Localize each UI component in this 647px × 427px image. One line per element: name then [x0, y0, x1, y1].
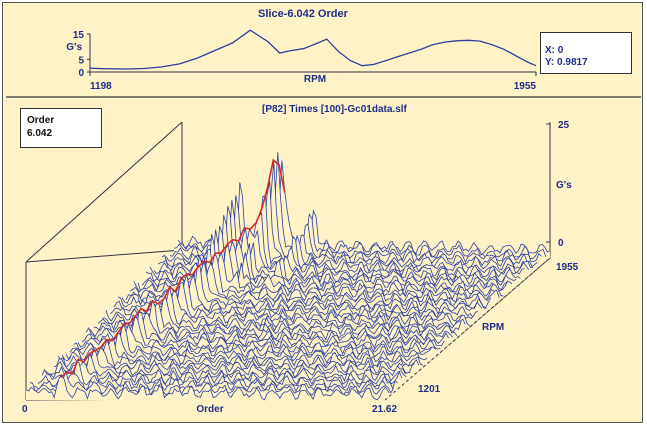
slice-y-tick-label: 0 — [78, 68, 84, 79]
rpm-tick-label: 1201 — [418, 384, 441, 395]
order-box-label: Order — [27, 115, 55, 126]
waterfall-trace-fill — [26, 375, 385, 402]
rpm-axis-label: RPM — [482, 322, 504, 333]
order-tick-label: 0 — [22, 404, 28, 415]
order-tick-label: 21.62 — [372, 404, 397, 415]
waterfall-trace-fill — [70, 324, 432, 362]
waterfall-trace — [73, 323, 437, 356]
waterfall-trace — [173, 161, 542, 264]
slice-y-axis-label: G's — [66, 42, 82, 53]
z-axis-label: G's — [556, 180, 572, 191]
slice-plot-title: Slice-6.042 Order — [258, 8, 348, 20]
waterfall-trace — [69, 323, 432, 360]
waterfall-trace — [161, 212, 530, 274]
rpm-axis — [384, 257, 551, 401]
waterfall-trace — [53, 347, 415, 375]
readout-x: X: 0 — [545, 45, 564, 56]
waterfall-trace — [89, 300, 454, 342]
waterfall-trace-fill — [130, 262, 495, 306]
waterfall-trace — [145, 239, 513, 291]
waterfall-trace — [181, 160, 551, 256]
readout-y: Y: 0.9817 — [545, 57, 588, 68]
waterfall-trace — [165, 195, 534, 271]
waterfall-trace — [57, 338, 420, 370]
slice-series-line — [89, 29, 537, 70]
waterfall-trace-fill — [126, 261, 491, 310]
slice-y-tick-label: 5 — [78, 55, 84, 66]
order-box: Order 6.042 — [20, 108, 102, 148]
waterfall-title: [P82] Times [100]-Gc01data.slf — [262, 104, 407, 115]
slice-x-axis-label: RPM — [304, 74, 326, 85]
side-wall-top-edge — [25, 121, 183, 263]
slice-y-tick-label: 15 — [73, 30, 85, 41]
waterfall-trace-fill — [46, 353, 407, 384]
waterfall-trace — [29, 370, 390, 397]
waterfall-trace-fill — [90, 301, 453, 343]
slice-x-tick-label: 1198 — [90, 81, 112, 92]
z-tick-label: 0 — [558, 238, 564, 249]
waterfall-trace — [149, 239, 517, 286]
waterfall-trace — [49, 347, 411, 378]
waterfall-trace — [65, 332, 428, 365]
waterfall-trace — [177, 152, 547, 260]
waterfall-trace-fill — [138, 252, 504, 299]
highlight-order-trace — [60, 158, 286, 379]
rpm-tick-label: 1955 — [556, 262, 579, 273]
order-box-value: 6.042 — [27, 128, 53, 139]
waterfall-trace-fill — [42, 361, 402, 388]
waterfall-trace — [85, 313, 449, 345]
waterfall-trace — [37, 361, 398, 390]
waterfall-trace-fill — [98, 295, 462, 336]
z-tick-label: 25 — [558, 120, 570, 131]
waterfall-trace — [25, 375, 386, 401]
order-axis-label: Order — [196, 404, 223, 415]
waterfall-trace — [81, 311, 445, 349]
waterfall-trace — [77, 316, 441, 353]
waterfall-trace — [45, 352, 407, 382]
slice-x-tick-label: 1955 — [514, 81, 537, 92]
waterfall-trace-fill — [74, 324, 436, 358]
waterfall-trace — [41, 361, 403, 386]
cursor-readout: X: 0 Y: 0.9817 — [540, 32, 632, 74]
